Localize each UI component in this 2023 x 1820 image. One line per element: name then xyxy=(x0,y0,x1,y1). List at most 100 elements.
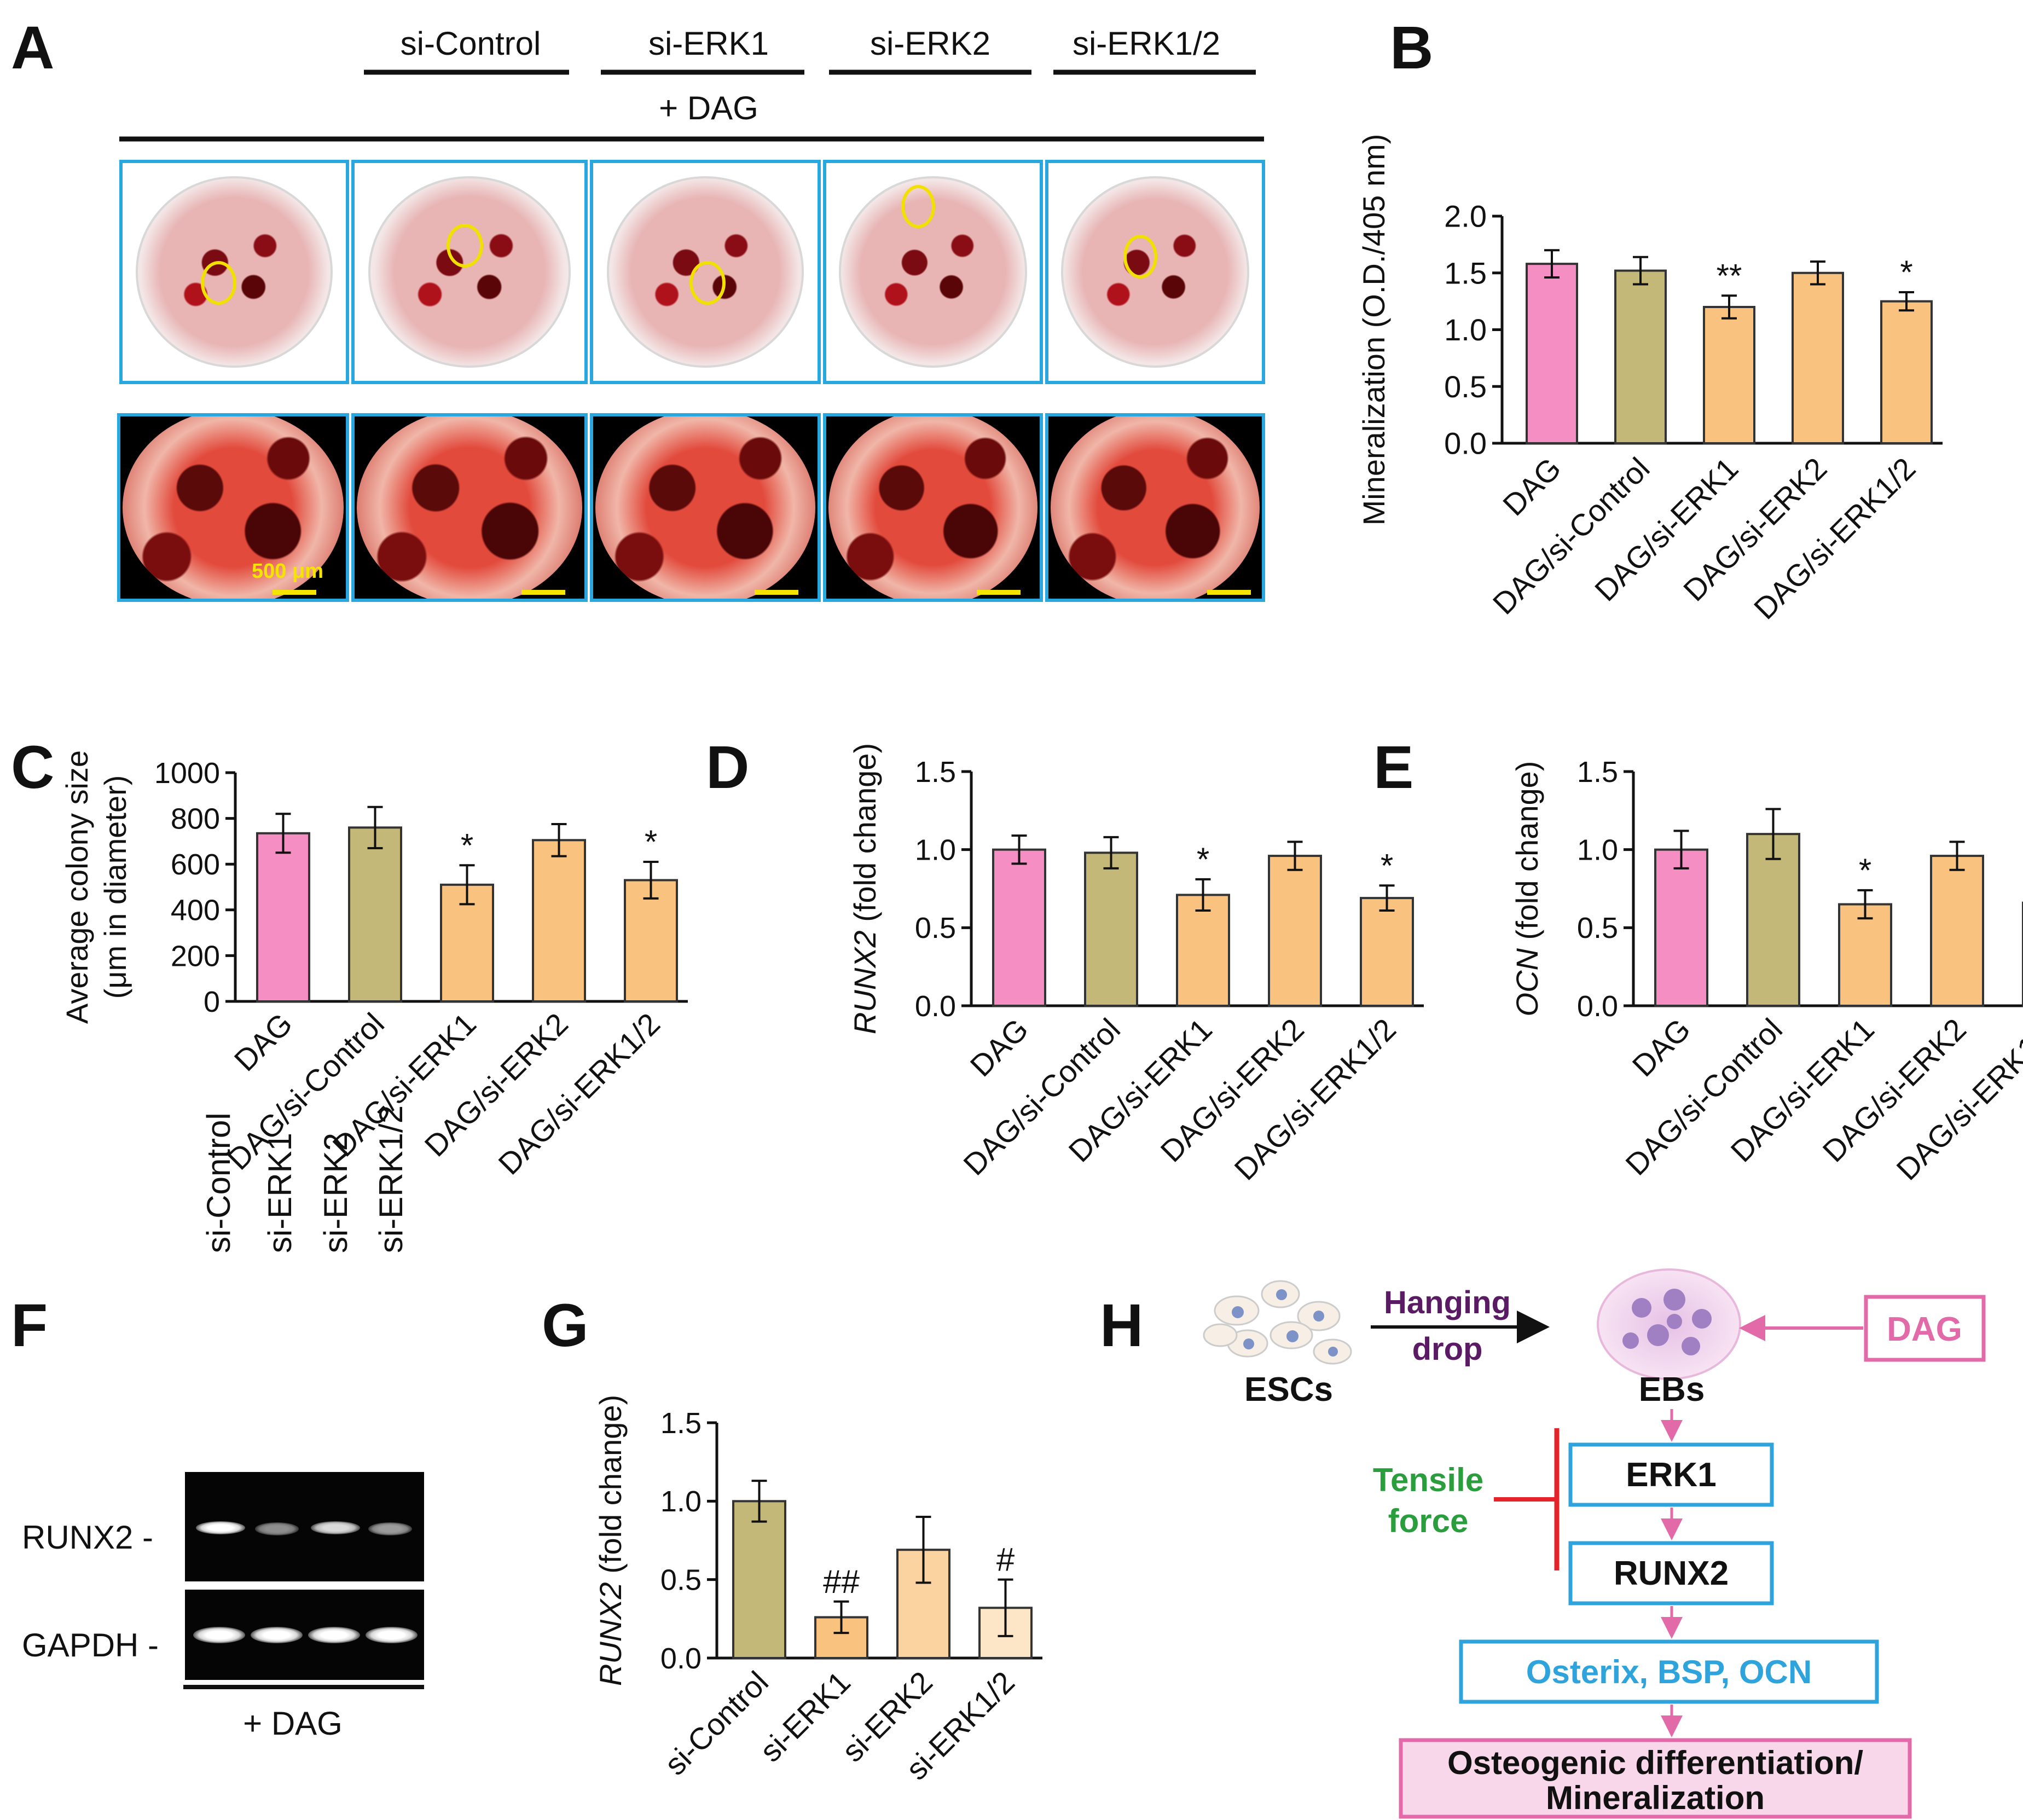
bar-dag-si-erk1 xyxy=(1703,306,1755,444)
gel-runx2 xyxy=(185,1472,424,1581)
panel-f-lane-label: si-Control xyxy=(200,1112,237,1253)
escs-cells-icon xyxy=(1203,1280,1352,1365)
y-tick-label: 0.5 xyxy=(660,1564,702,1597)
x-tick-label: DAG/si-Control xyxy=(1486,451,1656,621)
panel-f-lane-label: si-ERK1/2 xyxy=(373,1105,409,1253)
y-tick-label: 1.0 xyxy=(1444,312,1487,347)
y-axis-label-rest: (fold change) xyxy=(848,743,882,930)
panel-f-runx2-label: RUNX2 - xyxy=(22,1519,153,1556)
x-tick-label: DAG xyxy=(1496,451,1567,522)
bar-dag xyxy=(1654,848,1708,1007)
y-axis-label-gene: OCN xyxy=(1510,948,1544,1016)
y-tick-label: 1.0 xyxy=(915,834,956,867)
y-tick-label: 1.0 xyxy=(660,1485,702,1518)
panel-letter-h: H xyxy=(1100,1292,1143,1359)
y-tick-label: 0.5 xyxy=(915,912,956,944)
chart-g: 0.00.51.01.5si-Control##si-ERK1si-ERK2#s… xyxy=(593,1395,1042,1787)
y-axis-label: (μm in diameter) xyxy=(98,775,132,999)
y-tick-label: 0.0 xyxy=(1577,990,1618,1023)
hanging-drop-label-1: Hanging xyxy=(1384,1285,1511,1320)
significance-marker: * xyxy=(1900,254,1912,291)
micro-image-dag: 500 μm xyxy=(117,413,349,602)
gel-band-runx2 xyxy=(368,1522,412,1535)
panel-letter-b: B xyxy=(1390,14,1433,82)
y-axis-label-rest: (fold change) xyxy=(593,1395,628,1582)
micro-image-si-erk12 xyxy=(1045,413,1265,602)
bar-dag-si-erk1-2 xyxy=(1880,300,1933,444)
bar-dag xyxy=(256,832,310,1003)
gel-band-runx2 xyxy=(311,1521,360,1534)
y-tick-label: 1.5 xyxy=(1577,756,1618,789)
hanging-drop-label-2: drop xyxy=(1412,1331,1483,1367)
panel-a-group-si-erk2: si-ERK2 xyxy=(870,25,990,62)
gel-band-gapdh xyxy=(251,1627,303,1643)
x-tick-label: DAG/si-Control xyxy=(957,1012,1127,1182)
panel-letter-a: A xyxy=(11,14,54,82)
bar-dag-si-erk2 xyxy=(1268,855,1322,1007)
y-tick-label: 2.0 xyxy=(1444,199,1487,234)
ebs-icon xyxy=(1597,1268,1741,1380)
outcome-box xyxy=(1399,1738,1912,1819)
significance-marker: * xyxy=(461,827,473,863)
gel-band-gapdh xyxy=(366,1627,418,1643)
bar-dag-si-erk2 xyxy=(1792,271,1844,444)
y-axis-label: OCN (fold change) xyxy=(1510,761,1544,1017)
significance-marker: * xyxy=(1859,852,1871,889)
panel-letter-c: C xyxy=(11,734,54,801)
gel-band-gapdh xyxy=(193,1627,245,1643)
significance-marker: # xyxy=(996,1541,1015,1578)
bar-dag-si-erk1 xyxy=(1838,903,1892,1007)
panel-f-lane-label: si-ERK1 xyxy=(262,1133,298,1253)
y-tick-label: 0.0 xyxy=(1444,426,1487,461)
y-tick-label: 400 xyxy=(171,894,220,927)
bar-si-control xyxy=(732,1500,786,1659)
y-axis-label: RUNX2 (fold change) xyxy=(593,1395,628,1686)
y-tick-label: 1000 xyxy=(154,757,220,790)
runx2-box xyxy=(1568,1541,1774,1605)
bar-dag-si-erk2 xyxy=(1930,855,1984,1007)
significance-marker: * xyxy=(1197,841,1209,878)
bar-dag-si-control xyxy=(1614,269,1667,444)
y-tick-label: 1.5 xyxy=(660,1407,702,1440)
gel-band-gapdh xyxy=(308,1627,360,1643)
plate-image-si-erk1 xyxy=(590,160,821,384)
y-tick-label: 800 xyxy=(171,803,220,836)
significance-marker: * xyxy=(645,824,657,860)
x-tick-label: DAG/si-Control xyxy=(221,1006,391,1176)
runx2-label: RUNX2 xyxy=(1614,1555,1729,1592)
micro-image-si-control xyxy=(351,413,588,602)
significance-marker: ## xyxy=(823,1563,860,1600)
outcome-label-1: Osteogenic differentiation/ xyxy=(1447,1744,1863,1781)
y-tick-label: 0.5 xyxy=(1577,912,1618,944)
erk1-box xyxy=(1568,1442,1774,1507)
panel-letter-d: D xyxy=(706,734,749,801)
chart-e: 0.00.51.01.5DAGDAG/si-Control*DAG/si-ERK… xyxy=(1510,756,2023,1187)
panel-f-gapdh-label: GAPDH - xyxy=(22,1627,159,1663)
x-tick-label: DAG/si-ERK1/2 xyxy=(1747,451,1922,626)
plate-image-si-erk2 xyxy=(823,160,1043,384)
y-tick-label: 1.5 xyxy=(1444,256,1487,290)
y-axis-label-rest: (fold change) xyxy=(1510,761,1544,948)
outcome-label-2: Mineralization xyxy=(1546,1780,1765,1816)
y-axis-label: RUNX2 (fold change) xyxy=(848,743,882,1034)
y-tick-label: 0.5 xyxy=(1444,369,1487,404)
erk1-label: ERK1 xyxy=(1626,1456,1716,1494)
plate-image-si-control xyxy=(351,160,588,384)
plate-image-si-erk12 xyxy=(1045,160,1265,384)
dag-box xyxy=(1864,1295,1986,1362)
x-tick-label: DAG xyxy=(1626,1012,1697,1083)
panel-letter-f: F xyxy=(11,1292,48,1359)
mechanism-diagram: ESCs Hanging drop EBs DAG ERK1 RUNX2 Ost… xyxy=(1203,1268,1986,1819)
bar-dag-si-control xyxy=(348,826,402,1002)
bar-dag xyxy=(1526,263,1578,444)
panel-a-group-si-erk12: si-ERK1/2 xyxy=(1073,25,1220,62)
panel-a-group-si-control: si-Control xyxy=(401,25,541,62)
x-tick-label: DAG/si-ERK1/2 xyxy=(491,1006,666,1181)
panel-a-group-si-erk1: si-ERK1 xyxy=(648,25,769,62)
x-tick-label: DAG xyxy=(228,1006,299,1077)
bar-dag-si-control xyxy=(1084,851,1138,1007)
significance-marker: ** xyxy=(1717,257,1742,294)
